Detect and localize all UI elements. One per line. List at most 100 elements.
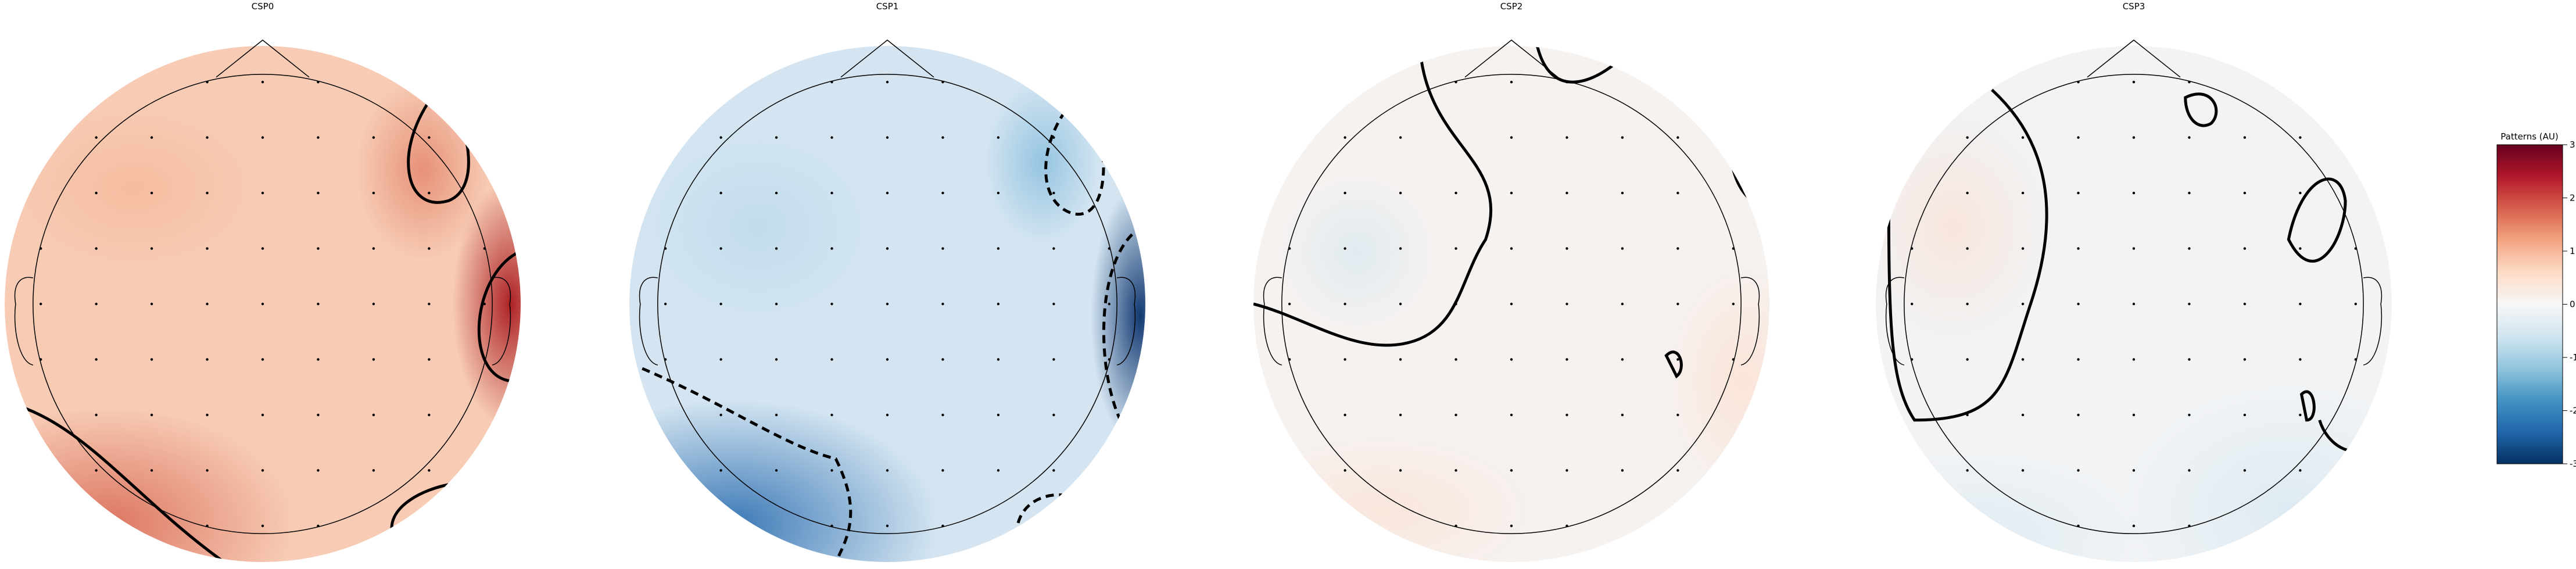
electrode <box>1966 413 1969 417</box>
electrode <box>830 524 833 528</box>
electrode <box>886 358 889 361</box>
electrode <box>775 358 778 361</box>
electrode <box>664 247 667 250</box>
electrode <box>941 80 944 84</box>
contour <box>5 400 225 562</box>
topomap: CSP3 <box>1876 1 2392 562</box>
electrode <box>2132 358 2136 361</box>
shading <box>9 105 258 271</box>
topomap-field <box>5 46 521 562</box>
electrode <box>317 358 320 361</box>
ear <box>2363 277 2382 366</box>
electrode <box>2021 358 2025 361</box>
electrode <box>39 358 42 361</box>
nose <box>2087 40 2181 78</box>
topomap: CSP1 <box>629 1 1145 562</box>
electrode <box>941 191 944 195</box>
electrode <box>2021 469 2025 472</box>
electrode <box>2077 524 2080 528</box>
electrode <box>2354 302 2358 306</box>
contour <box>1664 350 1683 379</box>
electrode <box>1621 302 1624 306</box>
electrode <box>1565 469 1568 472</box>
electrode <box>2077 413 2080 417</box>
electrode <box>1454 413 1457 417</box>
electrode <box>261 247 264 250</box>
topomap-field <box>1876 46 2392 562</box>
colorbar-tick-label: 1 <box>2570 246 2575 256</box>
electrode <box>95 247 98 250</box>
electrode <box>1343 191 1346 195</box>
electrode <box>317 524 320 528</box>
electrode <box>1052 302 1055 306</box>
electrode <box>2132 136 2136 139</box>
electrode <box>1621 136 1624 139</box>
electrode <box>2077 136 2080 139</box>
electrode <box>1510 469 1513 472</box>
topomap-field <box>629 46 1145 562</box>
electrode <box>2077 469 2080 472</box>
colorbar-tick-label: 0 <box>2570 299 2575 310</box>
electrode <box>1910 302 1914 306</box>
electrode <box>317 469 320 472</box>
electrode <box>1676 358 1679 361</box>
electrode <box>1910 358 1914 361</box>
electrode <box>2021 302 2025 306</box>
electrode <box>206 247 209 250</box>
electrode <box>1510 358 1513 361</box>
electrode <box>1343 413 1346 417</box>
electrode <box>1966 358 1969 361</box>
topomap: CSP0 <box>5 1 521 562</box>
electrode <box>1052 469 1055 472</box>
electrode <box>775 469 778 472</box>
electrode <box>719 358 722 361</box>
electrode <box>95 136 98 139</box>
electrode <box>1966 247 1969 250</box>
electrode <box>719 302 722 306</box>
electrode <box>997 136 1000 139</box>
electrode <box>886 191 889 195</box>
head-outline <box>1281 74 1742 534</box>
contour <box>390 483 449 529</box>
electrode <box>150 469 153 472</box>
electrode <box>775 413 778 417</box>
electrode <box>886 80 889 84</box>
electrode <box>1510 413 1513 417</box>
electrode <box>2354 358 2358 361</box>
ear <box>1263 277 1282 366</box>
electrode <box>886 413 889 417</box>
electrode <box>372 302 375 306</box>
topomap: CSP2 <box>1253 1 1769 562</box>
electrode <box>317 80 320 84</box>
ear <box>1116 277 1136 366</box>
ear <box>1885 277 1905 366</box>
electrode <box>261 358 264 361</box>
electrode <box>2243 191 2247 195</box>
electrode <box>886 136 889 139</box>
electrode <box>830 80 833 84</box>
electrode <box>95 413 98 417</box>
electrode <box>2077 191 2080 195</box>
electrode <box>1621 469 1624 472</box>
electrode <box>483 302 486 306</box>
electrode <box>39 247 42 250</box>
shading <box>634 123 883 330</box>
electrode <box>1052 191 1055 195</box>
electrode <box>1621 191 1624 195</box>
electrode <box>2188 191 2191 195</box>
electrode <box>1399 469 1402 472</box>
electrode <box>2021 191 2025 195</box>
electrode <box>428 302 431 306</box>
electrode <box>1510 247 1513 250</box>
electrode <box>2021 247 2025 250</box>
electrode <box>1966 302 1969 306</box>
electrode <box>1510 524 1513 528</box>
electrode <box>2243 469 2247 472</box>
electrode <box>1454 469 1457 472</box>
electrode <box>2188 247 2191 250</box>
electrode <box>1510 80 1513 84</box>
electrode <box>941 358 944 361</box>
electrode <box>2077 302 2080 306</box>
electrode <box>719 191 722 195</box>
electrode <box>206 191 209 195</box>
